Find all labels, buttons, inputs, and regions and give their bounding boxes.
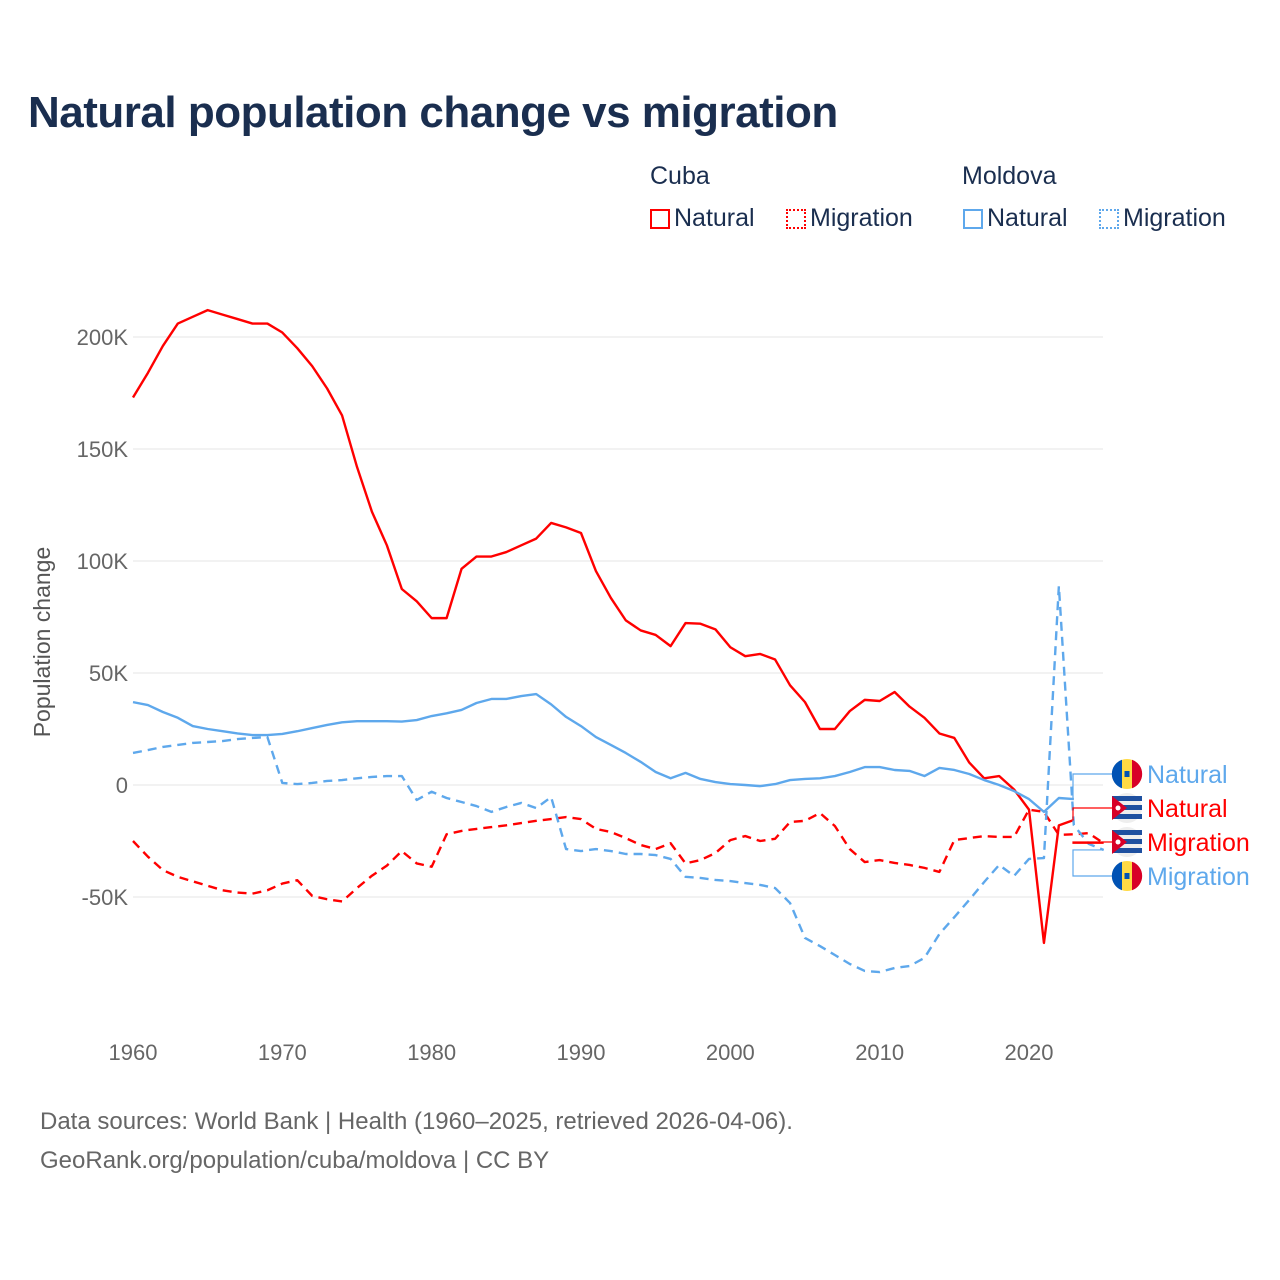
legend-swatch-solid-icon (963, 208, 983, 229)
flag-stripe (1112, 814, 1142, 819)
legend-label: Migration (1123, 204, 1226, 232)
legend-label: Migration (810, 204, 913, 232)
y-tick-label: -50K (82, 885, 129, 910)
x-tick-label: 2000 (706, 1040, 755, 1065)
flag-stripe (1112, 805, 1142, 810)
legend-label: Natural (674, 204, 755, 232)
flag-emblem (1124, 771, 1130, 777)
flag-star (1115, 805, 1121, 811)
series-line-moldova-natural (132, 692, 1074, 814)
legend-label: Natural (987, 204, 1068, 232)
y-tick-label: 100K (77, 549, 129, 574)
legend-swatch-dotted-icon (1099, 208, 1119, 229)
x-tick-label: 1970 (258, 1040, 307, 1065)
legend-swatch-solid-icon (650, 208, 670, 229)
chart-title: Natural population change vs migration (28, 88, 838, 137)
label-connector (1072, 849, 1112, 877)
y-axis-label: Population change (29, 547, 55, 738)
flag-stripe (1112, 839, 1142, 844)
x-tick-label: 1960 (109, 1040, 158, 1065)
legend-group-moldova: Moldova (962, 162, 1057, 190)
series-line-cuba-natural (131, 308, 1075, 945)
x-tick-label: 2010 (855, 1040, 904, 1065)
footer-link[interactable]: GeoRank.org/population/cuba/moldova | CC… (40, 1147, 550, 1174)
x-tick-label: 1980 (407, 1040, 456, 1065)
end-label-moldova-natural: Natural (1147, 761, 1228, 789)
flag-red (1132, 861, 1143, 891)
y-tick-label: 150K (77, 437, 129, 462)
cuba-flag-icon (1112, 827, 1142, 857)
x-tick-label: 1990 (557, 1040, 606, 1065)
y-tick-label: 50K (89, 661, 128, 686)
legend-group-cuba: Cuba (650, 162, 710, 190)
label-connector (1072, 773, 1112, 800)
flag-blue (1111, 759, 1122, 789)
flag-blue (1111, 861, 1122, 891)
flag-emblem (1124, 873, 1130, 879)
flag-star (1115, 839, 1121, 845)
end-label-cuba-natural: Natural (1147, 795, 1228, 823)
y-tick-label: 200K (77, 325, 129, 350)
cuba-flag-icon (1112, 793, 1142, 823)
flag-stripe (1112, 830, 1142, 835)
legend-swatch-dotted-icon (786, 208, 806, 229)
legend-moldova-natural[interactable]: Natural (963, 204, 1068, 233)
label-connector (1072, 841, 1112, 844)
flag-stripe (1112, 796, 1142, 801)
footer-sources: Data sources: World Bank | Health (1960–… (40, 1108, 793, 1135)
flag-red (1132, 759, 1143, 789)
flag-stripe (1112, 848, 1142, 853)
moldova-flag-icon (1111, 861, 1143, 891)
y-tick-label: 0 (116, 773, 128, 798)
legend-moldova-migration[interactable]: Migration (1099, 204, 1226, 233)
end-label-cuba-migration: Migration (1147, 829, 1250, 857)
legend-cuba-migration[interactable]: Migration (786, 204, 913, 233)
label-connector (1072, 807, 1112, 821)
series-line-cuba-migration (132, 808, 1105, 903)
legend-cuba-natural[interactable]: Natural (650, 204, 755, 233)
moldova-flag-icon (1111, 759, 1143, 789)
series-line-moldova-migration (132, 584, 1105, 974)
x-tick-label: 2020 (1005, 1040, 1054, 1065)
end-label-moldova-migration: Migration (1147, 863, 1250, 891)
